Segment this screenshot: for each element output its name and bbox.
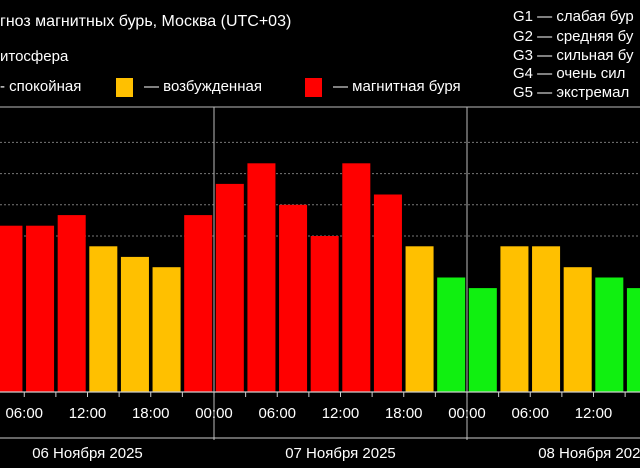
bar bbox=[89, 246, 118, 392]
bar bbox=[595, 277, 624, 392]
x-tick-label: 18:00 bbox=[132, 405, 170, 422]
bar bbox=[120, 256, 149, 392]
g-scale-g2: G2 — средняя бу bbox=[513, 28, 634, 45]
legend-excited-label: — возбужденная bbox=[144, 78, 262, 95]
legend-storm-swatch bbox=[305, 78, 322, 97]
bar bbox=[310, 236, 339, 392]
legend-excited-swatch bbox=[116, 78, 133, 97]
x-tick-label: 18:00 bbox=[385, 405, 423, 422]
legend-storm-label: — магнитная буря bbox=[333, 78, 461, 95]
bar bbox=[405, 246, 434, 392]
bar bbox=[563, 267, 592, 392]
g-scale-g5: G5 — экстремал bbox=[513, 84, 630, 101]
bar bbox=[279, 204, 308, 392]
chart-subtitle: итосфера bbox=[0, 48, 69, 65]
bar bbox=[468, 288, 497, 392]
bar bbox=[532, 246, 561, 392]
date-label: 08 Ноября 2025 bbox=[538, 445, 640, 462]
bar bbox=[184, 215, 213, 392]
g-scale-g1: G1 — слабая бур bbox=[513, 8, 634, 25]
bar bbox=[0, 225, 23, 392]
bar bbox=[152, 267, 181, 392]
x-tick-label: 12:00 bbox=[69, 405, 107, 422]
x-tick-label: 06:00 bbox=[5, 405, 43, 422]
bar bbox=[373, 194, 402, 392]
x-tick-label: 06:00 bbox=[258, 405, 296, 422]
g-scale-g4: G4 — очень сил bbox=[513, 65, 626, 82]
bar bbox=[57, 215, 86, 392]
bar bbox=[247, 163, 276, 392]
bar bbox=[437, 277, 466, 392]
chart-title: гноз магнитных бурь, Москва (UTC+03) bbox=[0, 13, 292, 30]
x-tick-label: 06:00 bbox=[511, 405, 549, 422]
bar bbox=[500, 246, 529, 392]
bar bbox=[215, 183, 244, 392]
bar bbox=[626, 288, 640, 392]
date-label: 06 Ноября 2025 bbox=[32, 445, 143, 462]
x-tick-label: 12:00 bbox=[575, 405, 613, 422]
x-tick-label: 12:00 bbox=[322, 405, 360, 422]
bar bbox=[342, 163, 371, 392]
bar bbox=[26, 225, 55, 392]
g-scale-g3: G3 — сильная бу bbox=[513, 47, 634, 64]
x-tick-label: 00:00 bbox=[195, 405, 233, 422]
date-label: 07 Ноября 2025 bbox=[285, 445, 396, 462]
legend-calm-label: - спокойная bbox=[0, 78, 82, 95]
x-tick-label: 00:00 bbox=[448, 405, 486, 422]
